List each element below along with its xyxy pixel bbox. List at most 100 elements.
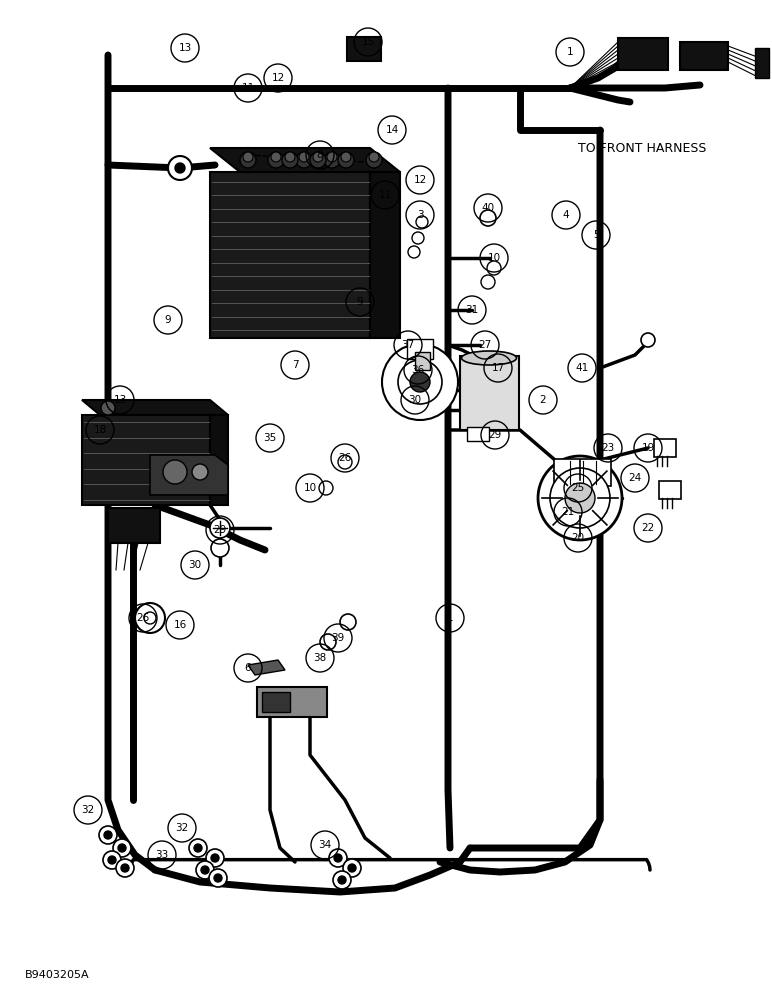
Text: 27: 27 xyxy=(479,340,492,350)
Text: 20: 20 xyxy=(571,533,584,543)
FancyBboxPatch shape xyxy=(347,37,381,61)
Text: B9403205A: B9403205A xyxy=(25,970,90,980)
Polygon shape xyxy=(210,148,400,172)
Circle shape xyxy=(313,152,323,162)
FancyBboxPatch shape xyxy=(257,687,327,717)
Circle shape xyxy=(481,275,495,289)
Circle shape xyxy=(285,152,295,162)
Text: 29: 29 xyxy=(489,430,502,440)
Text: 10: 10 xyxy=(303,483,317,493)
Circle shape xyxy=(327,152,337,162)
Circle shape xyxy=(338,876,346,884)
Text: 14: 14 xyxy=(385,125,398,135)
Circle shape xyxy=(299,152,309,162)
Text: 11: 11 xyxy=(378,190,391,200)
Polygon shape xyxy=(82,400,228,415)
Text: 41: 41 xyxy=(575,363,588,373)
Circle shape xyxy=(108,856,116,864)
Circle shape xyxy=(240,152,256,168)
Text: 17: 17 xyxy=(491,363,505,373)
Circle shape xyxy=(101,401,115,415)
Text: 31: 31 xyxy=(466,305,479,315)
Circle shape xyxy=(282,152,298,168)
Circle shape xyxy=(565,483,595,513)
Circle shape xyxy=(209,869,227,887)
FancyBboxPatch shape xyxy=(618,38,668,70)
FancyBboxPatch shape xyxy=(460,356,519,430)
Circle shape xyxy=(310,152,326,168)
Circle shape xyxy=(408,246,420,258)
Circle shape xyxy=(163,460,187,484)
Circle shape xyxy=(268,152,284,168)
FancyBboxPatch shape xyxy=(654,439,676,457)
Text: 21: 21 xyxy=(561,507,574,517)
Text: 24: 24 xyxy=(628,473,642,483)
Circle shape xyxy=(487,261,501,275)
Circle shape xyxy=(641,333,655,347)
FancyBboxPatch shape xyxy=(554,459,611,486)
Polygon shape xyxy=(370,172,400,338)
Circle shape xyxy=(211,854,219,862)
Circle shape xyxy=(320,634,336,650)
Ellipse shape xyxy=(462,351,516,365)
Text: TO FRONT HARNESS: TO FRONT HARNESS xyxy=(578,141,706,154)
Text: 1: 1 xyxy=(567,47,574,57)
FancyBboxPatch shape xyxy=(262,692,290,712)
Text: 32: 32 xyxy=(175,823,188,833)
Text: 18: 18 xyxy=(93,425,107,435)
FancyBboxPatch shape xyxy=(659,481,681,499)
Circle shape xyxy=(366,152,382,168)
Circle shape xyxy=(210,518,230,538)
Circle shape xyxy=(480,210,496,226)
Circle shape xyxy=(338,152,354,168)
Circle shape xyxy=(214,874,222,882)
Circle shape xyxy=(382,344,458,420)
Text: 19: 19 xyxy=(642,443,655,453)
Text: 36: 36 xyxy=(411,365,425,375)
Text: 12: 12 xyxy=(272,73,285,83)
Text: 22: 22 xyxy=(642,523,655,533)
Text: 29: 29 xyxy=(213,525,227,535)
Text: 39: 39 xyxy=(331,633,344,643)
Circle shape xyxy=(296,152,312,168)
Circle shape xyxy=(341,152,351,162)
Circle shape xyxy=(333,871,351,889)
Polygon shape xyxy=(248,660,285,675)
Text: 15: 15 xyxy=(361,37,374,47)
Text: 16: 16 xyxy=(174,620,187,630)
Circle shape xyxy=(324,152,340,168)
Circle shape xyxy=(121,864,129,872)
Text: 7: 7 xyxy=(292,360,298,370)
FancyBboxPatch shape xyxy=(680,42,728,70)
Text: 33: 33 xyxy=(155,850,168,860)
Text: 4: 4 xyxy=(563,210,569,220)
Text: 30: 30 xyxy=(188,560,201,570)
Text: 30: 30 xyxy=(408,395,422,405)
Text: 1: 1 xyxy=(447,613,453,623)
Circle shape xyxy=(416,216,428,228)
Text: 11: 11 xyxy=(242,83,255,93)
Text: 13: 13 xyxy=(113,395,127,405)
FancyBboxPatch shape xyxy=(407,339,433,359)
Circle shape xyxy=(243,152,253,162)
Circle shape xyxy=(538,456,622,540)
Circle shape xyxy=(343,859,361,877)
Circle shape xyxy=(144,612,156,624)
Circle shape xyxy=(340,614,356,630)
Text: 34: 34 xyxy=(318,840,332,850)
Polygon shape xyxy=(82,415,210,505)
Circle shape xyxy=(168,156,192,180)
Circle shape xyxy=(99,826,117,844)
Circle shape xyxy=(211,539,229,557)
Circle shape xyxy=(550,468,610,528)
Circle shape xyxy=(369,152,379,162)
Circle shape xyxy=(334,854,342,862)
FancyBboxPatch shape xyxy=(467,427,489,441)
Circle shape xyxy=(329,849,347,867)
FancyBboxPatch shape xyxy=(755,48,769,78)
Circle shape xyxy=(338,455,352,469)
Text: 5: 5 xyxy=(593,230,599,240)
Circle shape xyxy=(410,372,430,392)
Text: 35: 35 xyxy=(263,433,276,443)
Circle shape xyxy=(135,603,165,633)
